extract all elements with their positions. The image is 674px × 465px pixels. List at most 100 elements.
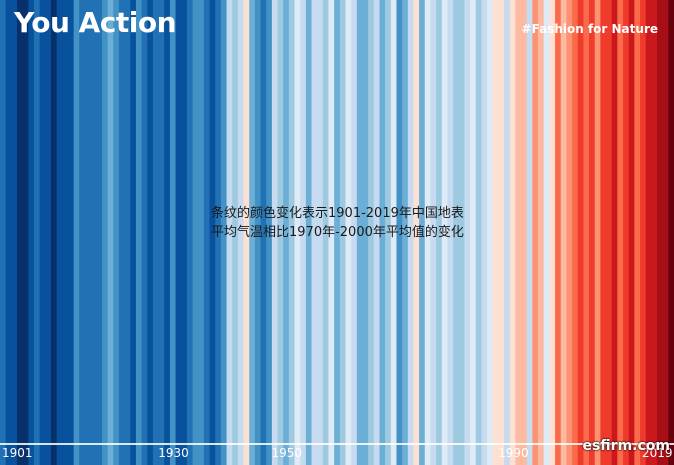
- stripe-1927: [147, 0, 154, 465]
- stripe-1941: [226, 0, 233, 465]
- stripe-1950: [277, 0, 284, 465]
- tick-label-1990: 1990: [498, 446, 529, 460]
- watermark: esfirm.com: [582, 438, 670, 454]
- stripe-2001: [566, 0, 573, 465]
- stripe-1974: [413, 0, 420, 465]
- stripe-1911: [56, 0, 63, 465]
- tick-label-1901: 1901: [2, 446, 33, 460]
- stripe-1961: [339, 0, 347, 465]
- stripe-1901: [0, 0, 7, 465]
- stripe-1985: [475, 0, 483, 465]
- stripe-1948: [266, 0, 273, 465]
- stripe-1952: [288, 0, 296, 465]
- stripe-2012: [628, 0, 635, 465]
- stripe-1917: [90, 0, 97, 465]
- stripe-1944: [243, 0, 250, 465]
- stripe-1980: [447, 0, 454, 465]
- stripe-1959: [328, 0, 335, 465]
- stripe-1928: [152, 0, 160, 465]
- stripe-1967: [373, 0, 381, 465]
- stripe-1962: [345, 0, 352, 465]
- stripe-1924: [130, 0, 137, 465]
- stripe-1979: [441, 0, 449, 465]
- stripe-1934: [186, 0, 194, 465]
- stripe-2019: [668, 0, 674, 465]
- stripe-1989: [498, 0, 505, 465]
- stripe-1972: [402, 0, 409, 465]
- stripe-1970: [390, 0, 398, 465]
- stripe-1977: [430, 0, 437, 465]
- stripe-1930: [164, 0, 171, 465]
- stripe-1936: [198, 0, 205, 465]
- stripe-1956: [311, 0, 318, 465]
- stripe-1975: [419, 0, 426, 465]
- hashtag-label: #Fashion for Nature: [521, 22, 658, 36]
- stripe-1902: [5, 0, 12, 465]
- stripe-2014: [640, 0, 647, 465]
- stripe-1925: [135, 0, 143, 465]
- stripe-1957: [317, 0, 324, 465]
- stripe-1919: [101, 0, 109, 465]
- stripe-1968: [379, 0, 386, 465]
- stripe-1947: [260, 0, 267, 465]
- stripe-1976: [424, 0, 432, 465]
- tick-label-1950: 1950: [271, 446, 303, 460]
- stripe-1909: [45, 0, 52, 465]
- stripe-1922: [118, 0, 126, 465]
- stripe-1984: [470, 0, 477, 465]
- stripe-2004: [583, 0, 590, 465]
- stripe-1935: [192, 0, 199, 465]
- stripe-1932: [175, 0, 182, 465]
- stripe-1921: [113, 0, 120, 465]
- stripe-1997: [543, 0, 550, 465]
- stripe-1964: [356, 0, 364, 465]
- stripe-2013: [634, 0, 641, 465]
- stripe-1918: [96, 0, 103, 465]
- stripe-1955: [305, 0, 313, 465]
- stripe-1991: [509, 0, 517, 465]
- stripe-1912: [62, 0, 69, 465]
- stripe-1982: [458, 0, 466, 465]
- stripe-1905: [22, 0, 29, 465]
- stripe-1949: [271, 0, 279, 465]
- stripe-1937: [203, 0, 211, 465]
- stripe-1914: [73, 0, 80, 465]
- stripe-2003: [577, 0, 584, 465]
- stripe-1951: [283, 0, 290, 465]
- stripe-1907: [33, 0, 41, 465]
- stripe-1938: [209, 0, 216, 465]
- stripe-1946: [254, 0, 262, 465]
- stripe-1904: [16, 0, 24, 465]
- chart-caption: 条纹的颜色变化表示1901-2019年中国地表 平均气温相比1970年-2000…: [211, 204, 511, 242]
- caption-line-1: 条纹的颜色变化表示1901-2019年中国地表: [211, 206, 464, 221]
- stripe-1906: [28, 0, 35, 465]
- stripe-1908: [39, 0, 46, 465]
- stripe-1958: [322, 0, 330, 465]
- stripe-1999: [555, 0, 562, 465]
- stripe-1954: [300, 0, 307, 465]
- page-title: You Action: [14, 6, 177, 39]
- stripe-2016: [651, 0, 658, 465]
- tick-label-2019: 2019: [642, 446, 673, 460]
- stripe-1903: [11, 0, 18, 465]
- stripe-1915: [79, 0, 86, 465]
- stripe-2018: [662, 0, 669, 465]
- stripe-1986: [481, 0, 488, 465]
- stripe-1920: [107, 0, 114, 465]
- stripe-1916: [84, 0, 92, 465]
- stripe-2017: [657, 0, 664, 465]
- stripe-1987: [487, 0, 494, 465]
- stripe-1945: [249, 0, 256, 465]
- x-axis-line: [0, 443, 674, 445]
- stripe-1931: [169, 0, 177, 465]
- stripe-2007: [600, 0, 607, 465]
- stripe-1983: [464, 0, 471, 465]
- stripe-2008: [606, 0, 613, 465]
- stripe-1993: [521, 0, 528, 465]
- stripe-1913: [67, 0, 75, 465]
- stripe-1996: [538, 0, 545, 465]
- stripe-1965: [362, 0, 369, 465]
- stripe-1994: [526, 0, 533, 465]
